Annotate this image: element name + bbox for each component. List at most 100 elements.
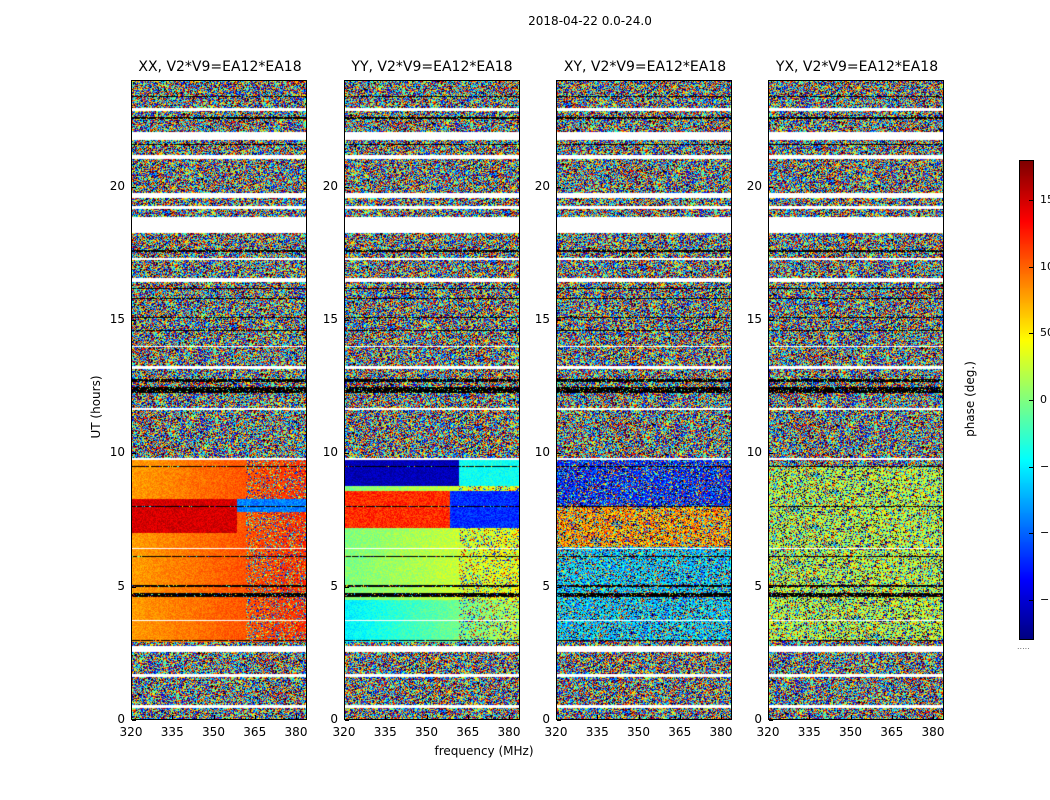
- x-tick-mark: [679, 715, 681, 719]
- y-tick-label: 10: [109, 445, 125, 460]
- x-tick-label: 350: [202, 725, 225, 739]
- suptitle: 2018-04-22 0.0-24.0: [528, 14, 652, 28]
- colorbar-tick-label: 150: [1040, 193, 1050, 206]
- y-tick-mark: [557, 320, 561, 321]
- x-tick-label: 320: [756, 725, 780, 739]
- x-tick-label: 335: [797, 725, 821, 739]
- y-tick-mark: [345, 186, 349, 188]
- colorbar-tick-label: 100: [1040, 259, 1050, 273]
- x-tick-mark: [509, 715, 510, 719]
- y-tick-mark: [132, 720, 136, 721]
- x-tick-mark: [933, 715, 934, 719]
- x-tick-mark: [467, 715, 469, 719]
- y-tick-mark: [557, 586, 561, 588]
- x-tick-label: 350: [839, 725, 862, 739]
- x-tick-mark: [638, 715, 640, 719]
- panel-title-xy: XY, V2*V9=EA12*EA18: [563, 59, 727, 75]
- heatmap-xx: [131, 80, 307, 720]
- x-tick-label: 350: [415, 725, 438, 739]
- colorbar-label: phase (deg.): [963, 361, 977, 437]
- colorbar-tick-mark: [1029, 333, 1034, 335]
- x-tick-mark: [213, 715, 215, 719]
- colorbar-under-dots: .....: [1017, 642, 1030, 651]
- x-tick-label: 350: [627, 725, 650, 739]
- x-tick-label: 335: [160, 725, 184, 739]
- x-tick-label: 380: [284, 725, 308, 739]
- y-tick-mark: [345, 320, 349, 321]
- heatmap-xx-canvas: [132, 81, 306, 719]
- y-tick-label: 0: [330, 712, 338, 726]
- y-tick-label: 20: [109, 178, 125, 193]
- panel-title-yy: YY, V2*V9=EA12*EA18: [351, 59, 513, 75]
- x-tick-label: 335: [373, 725, 397, 739]
- x-tick-label: 380: [921, 725, 945, 739]
- y-tick-mark: [345, 453, 349, 455]
- y-tick-label: 15: [746, 312, 762, 326]
- y-tick-mark: [557, 720, 561, 721]
- y-tick-mark: [345, 720, 349, 721]
- y-tick-mark: [769, 320, 773, 321]
- colorbar-tick-mark: [1029, 600, 1034, 601]
- y-tick-label: 5: [117, 578, 125, 593]
- y-tick-label: 20: [746, 178, 762, 193]
- x-tick-mark: [296, 715, 297, 719]
- y-tick-label: 10: [322, 445, 338, 460]
- colorbar-tick-mark: [1029, 200, 1034, 201]
- colorbar-tick-label: −50: [1040, 459, 1050, 473]
- heatmap-yy: [344, 80, 520, 720]
- y-tick-mark: [769, 586, 773, 588]
- y-tick-mark: [557, 453, 561, 455]
- y-tick-label: 20: [534, 178, 550, 193]
- x-tick-mark: [850, 715, 852, 719]
- y-tick-label: 15: [534, 312, 550, 326]
- x-tick-mark: [768, 715, 769, 719]
- y-tick-mark: [345, 586, 349, 588]
- x-tick-mark: [344, 715, 345, 719]
- y-tick-mark: [132, 586, 136, 588]
- y-tick-mark: [132, 186, 136, 188]
- y-tick-label: 5: [542, 578, 550, 593]
- x-tick-mark: [597, 715, 599, 719]
- colorbar-tick-label: 50: [1040, 326, 1050, 340]
- colorbar-tick-mark: [1029, 400, 1034, 401]
- x-axis-label: frequency (MHz): [434, 744, 534, 758]
- heatmap-xy: [556, 80, 732, 720]
- panel-title-xx: XX, V2*V9=EA12*EA18: [138, 59, 302, 75]
- x-tick-label: 320: [332, 725, 356, 739]
- x-tick-mark: [721, 715, 722, 719]
- x-tick-label: 380: [497, 725, 521, 739]
- y-tick-label: 20: [322, 178, 338, 193]
- x-tick-mark: [131, 715, 132, 719]
- colorbar-tick-mark: [1029, 533, 1034, 535]
- x-tick-label: 365: [880, 725, 904, 739]
- heatmap-yx-canvas: [769, 81, 943, 719]
- y-tick-label: 15: [109, 312, 125, 326]
- x-tick-label: 365: [668, 725, 692, 739]
- x-tick-mark: [556, 715, 557, 719]
- y-tick-label: 10: [746, 445, 762, 460]
- heatmap-xy-canvas: [557, 81, 731, 719]
- y-axis-label: UT (hours): [89, 375, 103, 439]
- y-tick-label: 15: [322, 312, 338, 326]
- colorbar-tick-label: −150: [1040, 593, 1050, 606]
- x-tick-label: 365: [456, 725, 480, 739]
- x-tick-mark: [385, 715, 387, 719]
- y-tick-label: 0: [117, 712, 125, 726]
- x-tick-mark: [172, 715, 174, 719]
- x-tick-mark: [254, 715, 256, 719]
- y-tick-mark: [132, 453, 136, 455]
- y-tick-label: 0: [754, 712, 762, 726]
- y-tick-label: 5: [754, 578, 762, 593]
- colorbar-tick-label: −100: [1040, 526, 1050, 540]
- colorbar-tick-mark: [1029, 266, 1034, 268]
- x-tick-mark: [426, 715, 428, 719]
- panel-title-yx: YX, V2*V9=EA12*EA18: [775, 59, 939, 75]
- y-tick-label: 0: [542, 712, 550, 726]
- x-tick-label: 365: [243, 725, 267, 739]
- x-tick-label: 320: [119, 725, 143, 739]
- colorbar-tick-mark: [1029, 466, 1034, 468]
- x-tick-label: 335: [585, 725, 609, 739]
- y-tick-mark: [557, 186, 561, 188]
- x-tick-label: 380: [709, 725, 733, 739]
- y-tick-mark: [769, 186, 773, 188]
